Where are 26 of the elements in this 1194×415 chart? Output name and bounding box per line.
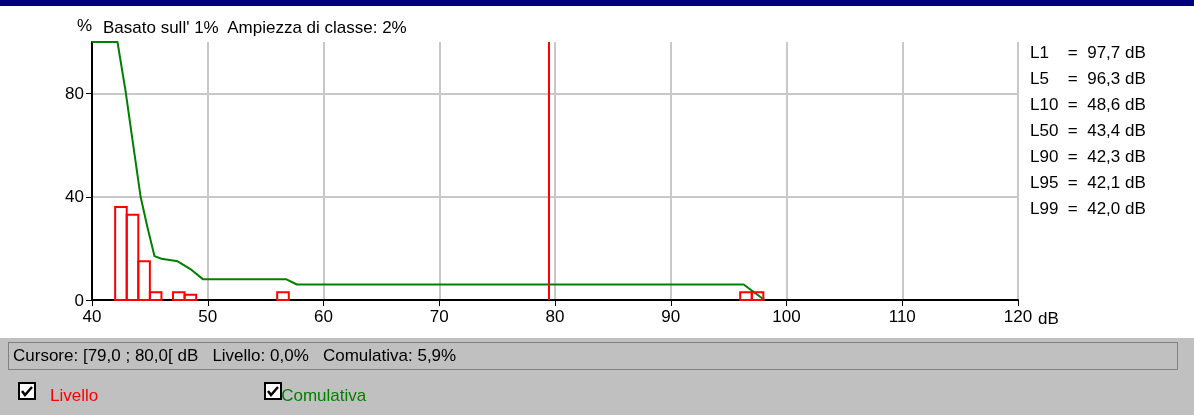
text: L50 = 43,4 dB [1030,120,1146,142]
text: L99 = 42,0 dB [1030,198,1146,220]
x-tick-label: 70 [429,307,449,326]
x-axis-title: dB [1038,309,1059,328]
y-tick-label: 80 [65,84,84,104]
text: L95 = 42,1 dB [1030,172,1146,194]
text: Livello [50,386,99,405]
text: L5 = 96,3 dB [1030,68,1146,90]
chart-title: Basato sull' 1% Ampiezza di classe: 2% [103,18,407,37]
y-tick-label: 40 [65,187,84,207]
text: Cursore: [79,0 ; 80,0[ dB Livello: 0,0% Comulativa: 5,9% [8,342,1178,370]
y-tick-label: 0 [74,290,84,310]
x-tick-label: 40 [82,307,102,326]
y-axis-title: % [76,16,92,35]
x-tick-label: 60 [314,307,333,326]
x-tick-label: 100 [772,307,801,326]
text: L10 = 48,6 dB [1030,94,1146,116]
x-tick-label: 110 [888,307,916,326]
x-tick-label: 50 [198,307,218,326]
x-tick-label: 80 [545,307,565,326]
x-tick-label: 120 [1003,307,1033,326]
text: L90 = 42,3 dB [1030,146,1146,168]
x-tick-label: 90 [661,307,681,326]
text: Comulativa [281,386,367,405]
text: L1 = 97,7 dB [1030,42,1146,64]
line-series [91,41,766,301]
